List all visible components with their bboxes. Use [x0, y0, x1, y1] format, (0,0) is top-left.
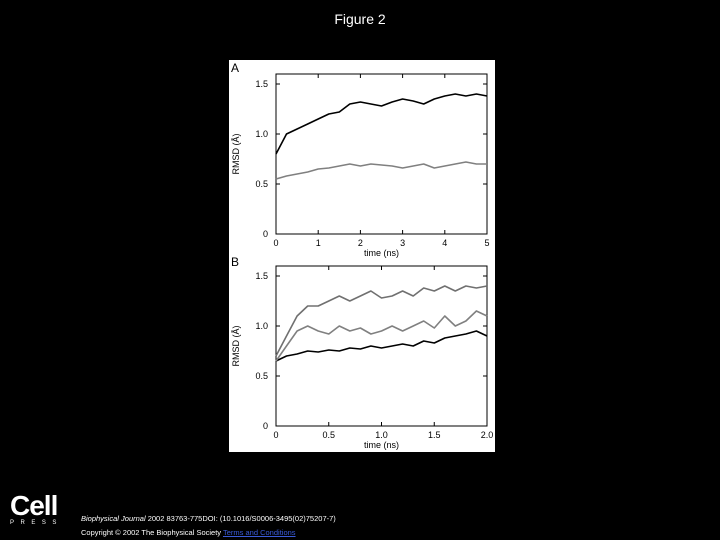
copyright-text: Copyright © 2002 The Biophysical Society: [81, 528, 222, 537]
y-tick-label: 0.5: [255, 179, 268, 189]
journal-name: Biophysical Journal: [81, 514, 146, 523]
x-tick-label: 0.5: [322, 430, 335, 440]
x-tick-label: 5: [484, 238, 489, 248]
x-axis-label: time (ns): [364, 248, 399, 258]
cell-press-logo: Cell PRESS: [8, 490, 68, 530]
y-axis-label: RMSD (Å): [231, 326, 241, 367]
y-axis-label: RMSD (Å): [231, 134, 241, 175]
x-tick-label: 1.0: [375, 430, 388, 440]
x-tick-label: 0: [273, 430, 278, 440]
logo-press-text: PRESS: [10, 520, 63, 526]
copyright: Copyright © 2002 The Biophysical Society…: [81, 528, 296, 537]
x-tick-label: 1.5: [428, 430, 441, 440]
series-line-b-3: [275, 285, 488, 357]
x-axis-label: time (ns): [364, 440, 399, 450]
slide-title: Figure 2: [334, 11, 386, 27]
panel-label-b: B: [231, 255, 239, 269]
series-line-a-2: [275, 161, 487, 180]
x-tick-label: 3: [400, 238, 405, 248]
x-tick-label: 2: [358, 238, 363, 248]
y-tick-label: 1.5: [255, 271, 268, 281]
logo-cell-text: Cell: [10, 490, 58, 521]
figure-svg: A 0 0.5 1.0 1.5 0 1 2 3 4 5 time (ns) RMSD (Å) B 0 0.5 1…: [231, 61, 494, 450]
y-tick-label: 0: [263, 421, 268, 431]
citation-details: 2002 83763-775DOI: (10.1016/S0006-3495(0…: [147, 514, 336, 523]
series-line-b-2: [275, 310, 488, 362]
series-line-b-1: [275, 330, 488, 362]
series-line-a-1: [275, 93, 488, 155]
panel-label-a: A: [231, 61, 239, 75]
terms-link[interactable]: Terms and Conditions: [223, 528, 296, 537]
y-tick-label: 1.5: [255, 79, 268, 89]
x-tick-label: 0: [273, 238, 278, 248]
citation: Biophysical Journal 2002 83763-775DOI: (…: [81, 514, 336, 523]
y-tick-label: 1.0: [255, 129, 268, 139]
x-tick-label: 4: [442, 238, 447, 248]
y-tick-label: 0.5: [255, 371, 268, 381]
x-tick-label: 1: [316, 238, 321, 248]
figure-panel: A 0 0.5 1.0 1.5 0 1 2 3 4 5 time (ns) RMSD (Å) B 0 0.5 1…: [229, 60, 495, 452]
plot-frame-a: [275, 73, 488, 235]
y-tick-label: 1.0: [255, 321, 268, 331]
x-tick-label: 2.0: [481, 430, 494, 440]
plot-frame-b: [275, 265, 488, 427]
y-tick-label: 0: [263, 229, 268, 239]
